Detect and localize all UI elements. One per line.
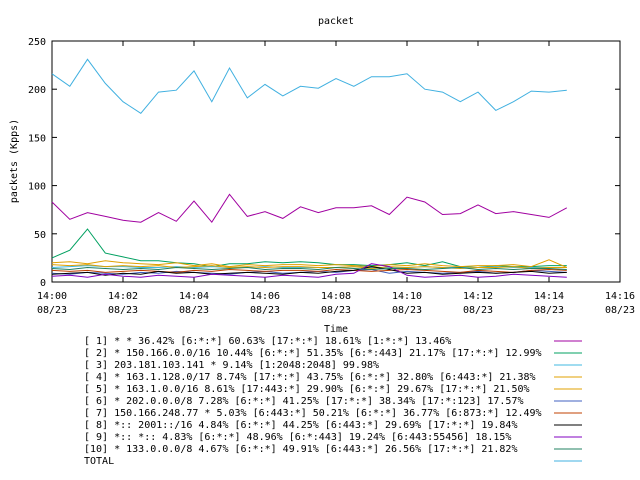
series-line-11 (51, 58, 567, 114)
legend-entry-label: [ 7] 150.166.248.77 * 5.03% [6:443:*] 50… (84, 408, 542, 419)
x-tick-time-label: 14:06 (250, 291, 280, 302)
legend-entry-label: [ 5] * 163.1.0.0/16 8.61% [17:443:*] 29.… (84, 384, 530, 395)
x-tick-time-label: 14:04 (179, 291, 209, 302)
x-tick-time-label: 14:12 (463, 291, 493, 302)
y-tick-label: 0 (40, 278, 46, 289)
x-tick-date-label: 08/23 (179, 305, 209, 316)
series-line-10 (51, 266, 567, 271)
x-tick-date-label: 08/23 (321, 305, 351, 316)
series-line-5 (51, 264, 567, 270)
legend-entry-label: [ 3] 203.181.103.141 * 9.14% [1:2048:204… (84, 360, 379, 371)
legend-entry-label: [10] * 133.0.0.0/8 4.67% [6:*:*] 49.91% … (84, 444, 517, 455)
series-line-2 (51, 228, 567, 269)
series-lines (51, 58, 568, 278)
x-tick-time-label: 14:10 (392, 291, 422, 302)
x-tick-date-label: 08/23 (250, 305, 280, 316)
legend-entry-label: [ 2] * 150.166.0.0/16 10.44% [6:*:*] 51.… (84, 348, 542, 359)
legend-entry-label: [ 4] * 163.1.128.0/17 8.74% [17:*:*] 43.… (84, 372, 536, 383)
legend: [ 1] * * 36.42% [6:*:*] 60.63% [17:*:*] … (84, 336, 582, 467)
y-tick-label: 100 (28, 182, 46, 193)
legend-entry-label: [ 1] * * 36.42% [6:*:*] 60.63% [17:*:*] … (84, 336, 451, 347)
chart-title: packet (318, 16, 354, 27)
x-tick-date-label: 08/23 (108, 305, 138, 316)
y-tick-label: 200 (28, 85, 46, 96)
series-line-8 (51, 266, 567, 276)
series-line-4 (51, 259, 567, 268)
series-line-7 (51, 268, 567, 273)
x-ticks: 14:00 08/23 14:02 08/23 14:04 08/23 14:06 08/23… (37, 41, 635, 316)
legend-entry-label: [ 8] *:: 2001::/16 4.84% [6:*:*] 44.25% … (84, 420, 517, 431)
legend-entry-label: TOTAL (84, 456, 114, 467)
x-tick-date-label: 08/23 (392, 305, 422, 316)
x-tick-time-label: 14:14 (534, 291, 564, 302)
x-tick-date-label: 08/23 (37, 305, 67, 316)
series-line-9 (51, 263, 567, 278)
legend-entry-label: [ 6] * 202.0.0.0/8 7.28% [6:*:*] 41.25% … (84, 396, 524, 407)
x-tick-date-label: 08/23 (463, 305, 493, 316)
x-tick-time-label: 14:16 (605, 291, 635, 302)
y-tick-label: 150 (28, 133, 46, 144)
plot-frame (51, 40, 621, 283)
x-axis-label: Time (324, 324, 348, 335)
x-tick-date-label: 08/23 (534, 305, 564, 316)
y-axis-label: packets (Kpps) (9, 119, 20, 203)
x-tick-time-label: 14:00 (37, 291, 67, 302)
y-ticks: 0 50 100 150 200 250 (28, 37, 620, 289)
x-tick-date-label: 08/23 (605, 305, 635, 316)
x-tick-time-label: 14:02 (108, 291, 138, 302)
series-line-1 (51, 193, 568, 224)
y-tick-label: 50 (34, 230, 46, 241)
y-tick-label: 250 (28, 37, 46, 48)
legend-entry-label: [ 9] *:: *:: 4.83% [6:*:*] 48.96% [6:*:4… (84, 432, 511, 443)
series-line-6 (51, 268, 567, 275)
x-tick-time-label: 14:08 (321, 291, 351, 302)
